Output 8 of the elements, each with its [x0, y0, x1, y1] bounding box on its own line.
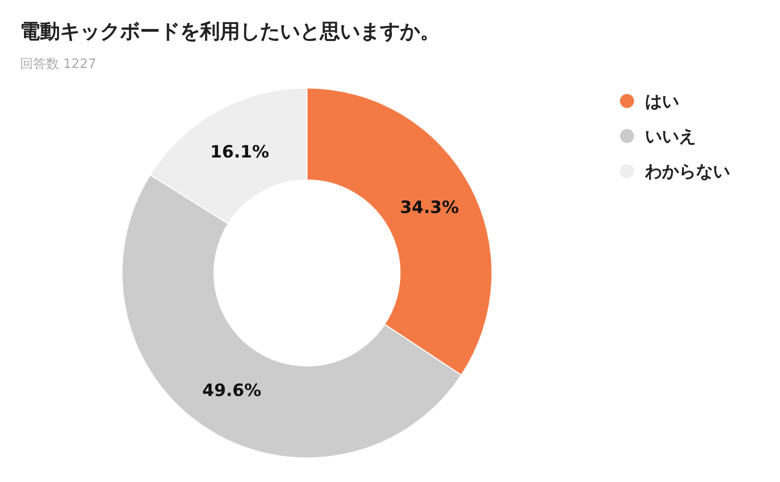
data-label: 16.1% [210, 142, 270, 162]
legend-label: いいえ [645, 127, 696, 147]
legend-label: はい [645, 92, 679, 112]
data-label: 34.3% [400, 198, 459, 218]
legend-label: わからない [644, 162, 730, 182]
chart-subtitle: 回答数 1227 [20, 57, 96, 72]
chart-title: 電動キックボードを利用したいと思いますか。 [20, 19, 440, 43]
data-label: 49.6% [202, 380, 262, 401]
